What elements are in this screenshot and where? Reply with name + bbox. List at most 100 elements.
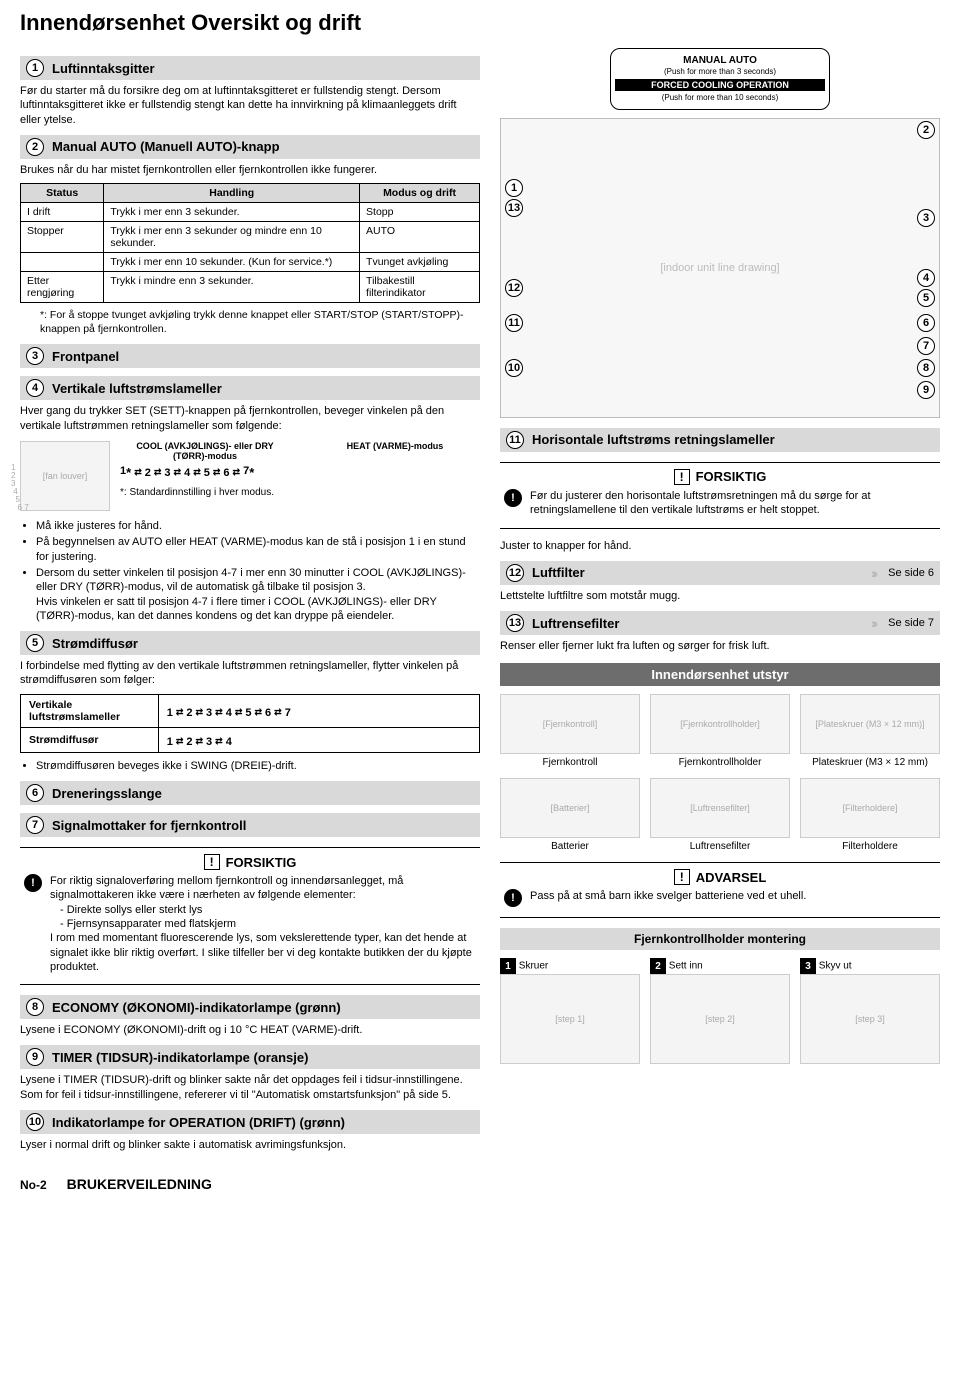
section-5-intro: I forbindelse med flytting av den vertik…: [20, 659, 480, 688]
caution-7-text2: I rom med momentant fluorescerende lys, …: [50, 931, 476, 974]
table-cell: [21, 253, 104, 272]
louver-diagram: [fan louver] 123 4 5 6 7 COOL (AVKJØLING…: [20, 441, 480, 511]
chevron-icon: ›››››: [871, 565, 874, 581]
mounting-steps: 1 Skruer[step 1]2 Sett inn[step 2]3 Skyv…: [500, 958, 940, 1067]
section-1-body: Før du starter må du forsikre deg om at …: [20, 84, 480, 127]
table-cell: Trykk i mer enn 3 sekunder.: [104, 203, 360, 222]
warning-equip-text: Pass på at små barn ikke svelger batteri…: [530, 889, 936, 903]
warning-triangle-icon: !: [674, 869, 690, 885]
section-7-title: Signalmottaker for fjernkontroll: [52, 818, 246, 833]
badge-l1: MANUAL AUTO: [621, 55, 819, 67]
mount-step: 1 Skruer[step 1]: [500, 958, 640, 1067]
num-11: 11: [506, 431, 524, 449]
th-action: Handling: [104, 184, 360, 203]
section-6-head: 6 Dreneringsslange: [20, 781, 480, 805]
th-mode: Modus og drift: [360, 184, 480, 203]
callout-5: 5: [917, 289, 935, 307]
diffuser-table: Vertikale luftstrømslameller1⇄2⇄3⇄4⇄5⇄6⇄…: [20, 694, 480, 753]
equipment-item: [Fjernkontroll]Fjernkontroll: [500, 694, 640, 768]
section-3-title: Frontpanel: [52, 349, 119, 364]
section-5-head: 5 Strømdiffusør: [20, 631, 480, 655]
exclaim-icon: !: [504, 489, 522, 507]
num-8: 8: [26, 998, 44, 1016]
caution-11-title: FORSIKTIG: [696, 469, 767, 484]
list-item: Må ikke justeres for hånd.: [36, 519, 480, 533]
section-1-title: Luftinntaksgitter: [52, 61, 155, 76]
equipment-grid: [Fjernkontroll]Fjernkontroll[Fjernkontro…: [500, 694, 940, 852]
table-cell: Trykk i mindre enn 3 sekunder.: [104, 272, 360, 303]
section-12-head: 12 Luftfilter ››››› Se side 6: [500, 561, 940, 585]
section-6-title: Dreneringsslange: [52, 786, 162, 801]
section-9-head: 9 TIMER (TIDSUR)-indikatorlampe (oransje…: [20, 1045, 480, 1069]
badge-l3: FORCED COOLING OPERATION: [615, 79, 825, 92]
num-1: 1: [26, 59, 44, 77]
louver-std-note: *: Standardinnstilling i hver modus.: [120, 486, 480, 499]
fan-position-nums: 123 4 5 6 7: [11, 464, 29, 512]
section-2-title: Manual AUTO (Manuell AUTO)-knapp: [52, 139, 280, 154]
section-5-title: Strømdiffusør: [52, 636, 138, 651]
callout-12: 12: [505, 279, 523, 297]
section-12-title: Luftfilter: [532, 565, 857, 580]
num-5: 5: [26, 634, 44, 652]
callout-13: 13: [505, 199, 523, 217]
diffuser-note: Strømdiffusøren beveges ikke i SWING (DR…: [36, 759, 480, 773]
list-item: På begynnelsen av AUTO eller HEAT (VARME…: [36, 535, 480, 564]
table2-footnote: *: For å stoppe tvunget avkjøling trykk …: [40, 309, 480, 336]
callout-11: 11: [505, 314, 523, 332]
mode-heat-label: HEAT (VARME)-modus: [310, 441, 480, 461]
mount-step: 2 Sett inn[step 2]: [650, 958, 790, 1067]
section-7-head: 7 Signalmottaker for fjernkontroll: [20, 813, 480, 837]
page-footer: No-2 BRUKERVEILEDNING: [20, 1176, 940, 1192]
indoor-unit-diagram: [indoor unit line drawing] 2 1 13 3 4 5 …: [500, 118, 940, 418]
louver-fan-icon: [fan louver] 123 4 5 6 7: [20, 441, 110, 511]
page-title: Innendørsenhet Oversikt og drift: [20, 10, 940, 36]
section-4-head: 4 Vertikale luftstrømslameller: [20, 376, 480, 400]
caution-7-title: FORSIKTIG: [226, 855, 297, 870]
equipment-item: [Filterholdere]Filterholdere: [800, 778, 940, 852]
callout-4: 4: [917, 269, 935, 287]
section-9-body: Lysene i TIMER (TIDSUR)-drift og blinker…: [20, 1073, 480, 1102]
louver-bullets: Må ikke justeres for hånd. På begynnelsen…: [36, 519, 480, 623]
num-4: 4: [26, 379, 44, 397]
callout-6: 6: [917, 314, 935, 332]
section-13-head: 13 Luftrensefilter ››››› Se side 7: [500, 611, 940, 635]
badge-l4: (Push for more than 10 seconds): [621, 93, 819, 103]
manual-auto-table: Status Handling Modus og drift I driftTr…: [20, 183, 480, 303]
section-8-body: Lysene i ECONOMY (ØKONOMI)-drift og i 10…: [20, 1023, 480, 1037]
section-11-head: 11 Horisontale luftstrøms retningslamell…: [500, 428, 940, 452]
exclaim-icon: !: [24, 874, 42, 892]
section-13-title: Luftrensefilter: [532, 616, 857, 631]
num-3: 3: [26, 347, 44, 365]
th-status: Status: [21, 184, 104, 203]
caution-11-box: ! FORSIKTIG ! Før du justerer den horiso…: [500, 462, 940, 529]
warning-triangle-icon: !: [204, 854, 220, 870]
section-13-seepage: Se side 7: [888, 617, 934, 629]
mounting-title: Fjernkontrollholder montering: [500, 928, 940, 950]
callout-8: 8: [917, 359, 935, 377]
num-9: 9: [26, 1048, 44, 1066]
section-11-title: Horisontale luftstrøms retningslameller: [532, 432, 775, 447]
section-8-title: ECONOMY (ØKONOMI)-indikatorlampe (grønn): [52, 1000, 341, 1015]
mode-cool-label: COOL (AVKJØLINGS)- eller DRY (TØRR)-modu…: [120, 441, 290, 461]
num-10: 10: [26, 1113, 44, 1131]
chevron-icon: ›››››: [871, 615, 874, 631]
section-10-body: Lyser i normal drift og blinker sakte i …: [20, 1138, 480, 1152]
callout-10: 10: [505, 359, 523, 377]
table-cell: Stopper: [21, 222, 104, 253]
section-9-title: TIMER (TIDSUR)-indikatorlampe (oransje): [52, 1050, 308, 1065]
num-6: 6: [26, 784, 44, 802]
callout-1: 1: [505, 179, 523, 197]
section-13-body: Renser eller fjerner lukt fra luften og …: [500, 639, 940, 653]
table-cell: Trykk i mer enn 10 sekunder. (Kun for se…: [104, 253, 360, 272]
table-cell: Tvunget avkjøling: [360, 253, 480, 272]
table-cell: I drift: [21, 203, 104, 222]
section-2-head: 2 Manual AUTO (Manuell AUTO)-knapp: [20, 135, 480, 159]
equipment-item: [Batterier]Batterier: [500, 778, 640, 852]
footer-page: No-2: [20, 1178, 47, 1192]
louver-sequence: 1*⇄2⇄3⇄4⇄5⇄6⇄7*: [120, 465, 480, 480]
callout-2: 2: [917, 121, 935, 139]
table-cell: Stopp: [360, 203, 480, 222]
section-8-head: 8 ECONOMY (ØKONOMI)-indikatorlampe (grøn…: [20, 995, 480, 1019]
num-7: 7: [26, 816, 44, 834]
list-item: Dersom du setter vinkelen til posisjon 4…: [36, 566, 480, 623]
